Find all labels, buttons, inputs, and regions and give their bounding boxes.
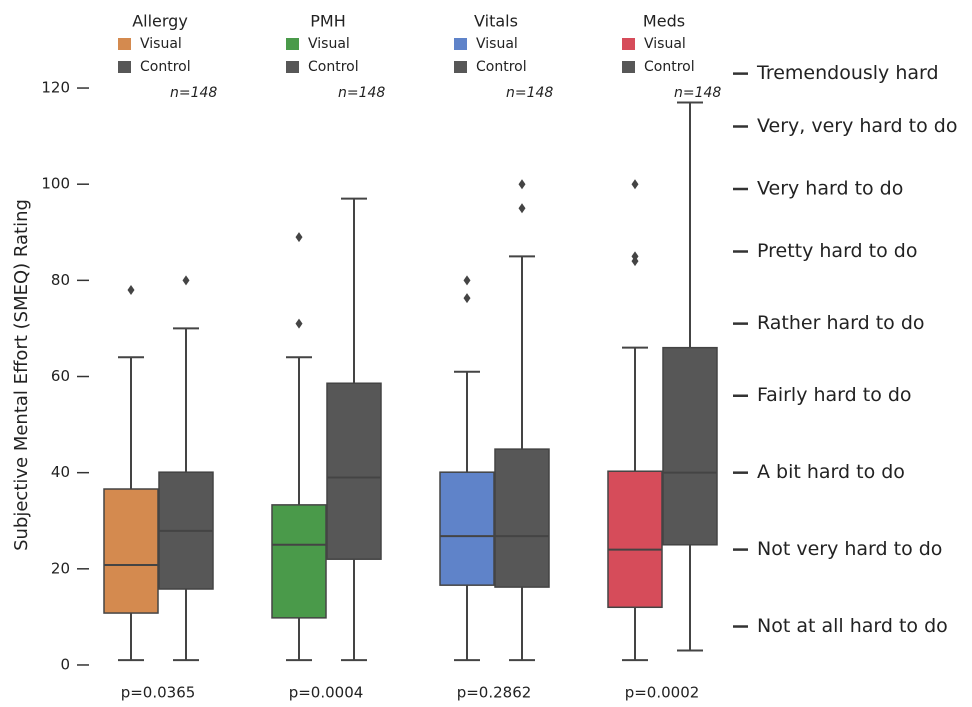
box bbox=[439, 471, 495, 586]
y-tick-label: 100 bbox=[41, 175, 70, 193]
p-value-label: p=0.0002 bbox=[625, 684, 700, 702]
box bbox=[326, 382, 382, 560]
outlier bbox=[518, 179, 526, 190]
legend-swatch bbox=[454, 61, 467, 73]
group-title: Meds bbox=[643, 12, 685, 31]
p-value-label: p=0.0004 bbox=[289, 684, 364, 702]
legend-swatch bbox=[286, 61, 299, 73]
y2-tick-label: Very, very hard to do bbox=[757, 115, 957, 137]
outlier bbox=[463, 275, 471, 286]
y-tick-label: 0 bbox=[60, 655, 70, 673]
n-label: n=148 bbox=[338, 85, 385, 101]
legend-label: Control bbox=[308, 59, 359, 75]
y2-tick-label: Not very hard to do bbox=[757, 538, 942, 560]
legend-swatch bbox=[286, 38, 299, 50]
group-title: PMH bbox=[310, 12, 345, 31]
p-value-label: p=0.0365 bbox=[121, 684, 196, 702]
legend-swatch bbox=[118, 38, 131, 50]
p-value-label: p=0.2862 bbox=[457, 684, 532, 702]
outlier bbox=[631, 179, 639, 190]
y-tick-label: 20 bbox=[51, 559, 70, 577]
legend-swatch bbox=[454, 38, 467, 50]
y2-tick-label: A bit hard to do bbox=[757, 461, 905, 483]
outlier bbox=[463, 293, 471, 304]
outlier bbox=[295, 318, 303, 329]
outlier bbox=[182, 275, 190, 286]
y-tick-label: 40 bbox=[51, 463, 70, 481]
legend-swatch bbox=[622, 61, 635, 73]
n-label: n=148 bbox=[674, 85, 721, 101]
y2-tick-label: Tremendously hard bbox=[756, 62, 939, 84]
legend-label: Visual bbox=[644, 36, 686, 52]
y-tick-label: 60 bbox=[51, 367, 70, 385]
outlier bbox=[295, 232, 303, 243]
outlier bbox=[518, 203, 526, 214]
legend-label: Control bbox=[644, 59, 695, 75]
legend-label: Control bbox=[476, 59, 527, 75]
group-title: Allergy bbox=[132, 12, 188, 31]
n-label: n=148 bbox=[506, 85, 553, 101]
box bbox=[494, 448, 550, 588]
y-tick-label: 120 bbox=[41, 79, 70, 97]
y2-tick-label: Fairly hard to do bbox=[757, 384, 912, 406]
y2-tick-label: Not at all hard to do bbox=[757, 615, 948, 637]
legend-label: Visual bbox=[308, 36, 350, 52]
box bbox=[662, 346, 718, 546]
outlier bbox=[631, 251, 639, 262]
outlier bbox=[127, 284, 135, 295]
box bbox=[271, 504, 327, 619]
group-title: Vitals bbox=[474, 12, 518, 31]
y2-tick-label: Pretty hard to do bbox=[757, 240, 917, 262]
y-axis-label: Subjective Mental Effort (SMEQ) Rating bbox=[11, 199, 32, 551]
legend-label: Control bbox=[140, 59, 191, 75]
y2-tick-label: Rather hard to do bbox=[757, 312, 925, 334]
y2-tick-label: Very hard to do bbox=[757, 178, 903, 200]
y-tick-label: 80 bbox=[51, 271, 70, 289]
legend-label: Visual bbox=[476, 36, 518, 52]
box bbox=[607, 470, 663, 609]
n-label: n=148 bbox=[170, 85, 217, 101]
box bbox=[103, 488, 159, 614]
legend-swatch bbox=[118, 61, 131, 73]
legend-swatch bbox=[622, 38, 635, 50]
legend-label: Visual bbox=[140, 36, 182, 52]
